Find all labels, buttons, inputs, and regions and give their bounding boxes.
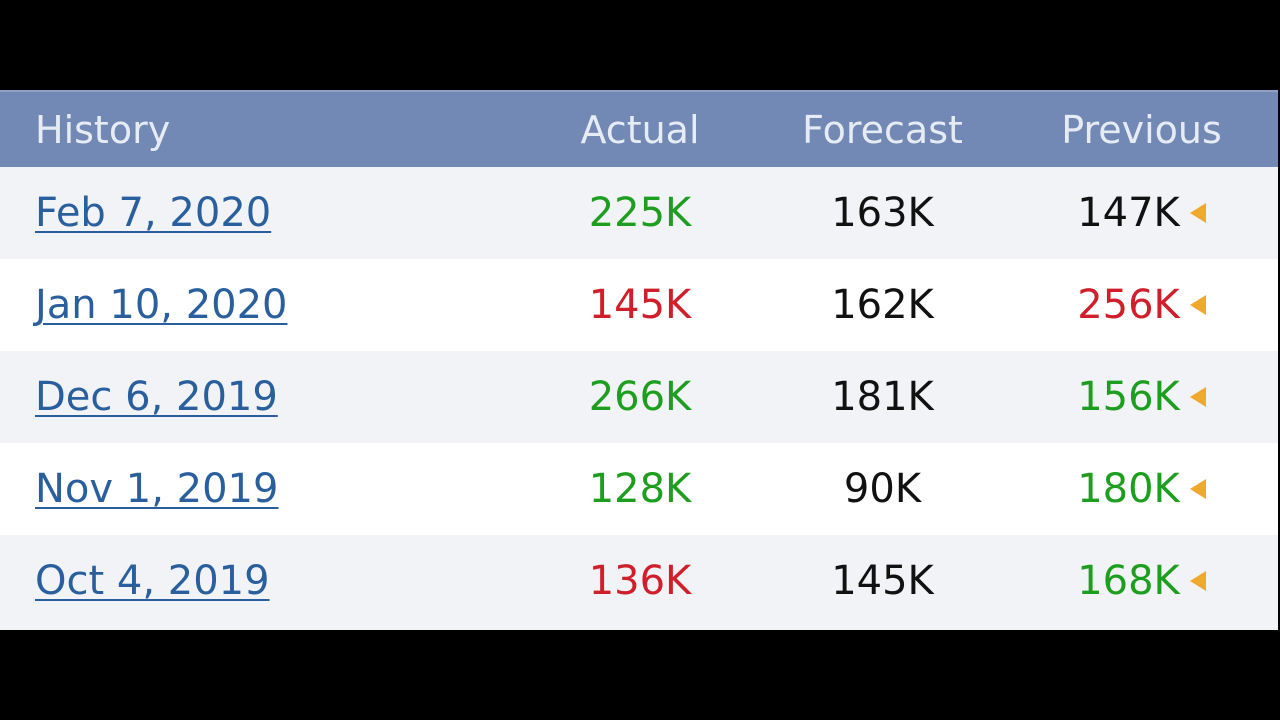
date-cell: Feb 7, 2020 [0,190,520,236]
date-cell: Nov 1, 2019 [0,466,520,512]
release-date-link[interactable]: Oct 4, 2019 [35,558,270,604]
previous-value: 168K [1077,558,1180,604]
previous-cell: 256K [1005,282,1278,328]
release-date-link[interactable]: Feb 7, 2020 [35,190,272,236]
header-history: History [35,107,171,152]
forecast-value: 145K [831,558,934,604]
actual-value: 128K [588,466,692,512]
previous-value: 147K [1077,190,1180,236]
actual-value: 225K [588,190,692,236]
previous-value: 256K [1077,282,1180,328]
previous-value: 180K [1077,466,1180,512]
table-row: Jan 10, 2020 145K 162K 256K [0,259,1278,351]
history-table: History Actual Forecast Previous Feb 7, … [0,90,1278,630]
revision-arrow-icon[interactable] [1189,479,1206,499]
date-cell: Dec 6, 2019 [0,374,520,420]
release-date-link[interactable]: Jan 10, 2020 [35,282,288,328]
revision-arrow-icon[interactable] [1189,571,1206,591]
date-cell: Jan 10, 2020 [0,282,520,328]
table-row: Dec 6, 2019 266K 181K 156K [0,351,1278,443]
date-cell: Oct 4, 2019 [0,558,520,604]
actual-value: 136K [588,558,692,604]
revision-arrow-icon[interactable] [1189,387,1206,407]
previous-cell: 180K [1005,466,1278,512]
table-row: Nov 1, 2019 128K 90K 180K [0,443,1278,535]
table-header: History Actual Forecast Previous [0,90,1278,167]
previous-value: 156K [1077,374,1180,420]
header-forecast: Forecast [802,107,963,152]
forecast-value: 181K [831,374,934,420]
release-date-link[interactable]: Nov 1, 2019 [35,466,279,512]
forecast-value: 162K [831,282,934,328]
revision-arrow-icon[interactable] [1189,203,1206,223]
revision-arrow-icon[interactable] [1189,295,1206,315]
previous-cell: 156K [1005,374,1278,420]
previous-cell: 168K [1005,558,1278,604]
actual-value: 145K [588,282,692,328]
header-previous: Previous [1061,107,1222,152]
release-date-link[interactable]: Dec 6, 2019 [35,374,278,420]
table-row: Oct 4, 2019 136K 145K 168K [0,535,1278,627]
header-actual: Actual [580,107,700,152]
forecast-value: 90K [843,466,922,512]
previous-cell: 147K [1005,190,1278,236]
actual-value: 266K [588,374,692,420]
table-row: Feb 7, 2020 225K 163K 147K [0,167,1278,259]
forecast-value: 163K [831,190,934,236]
